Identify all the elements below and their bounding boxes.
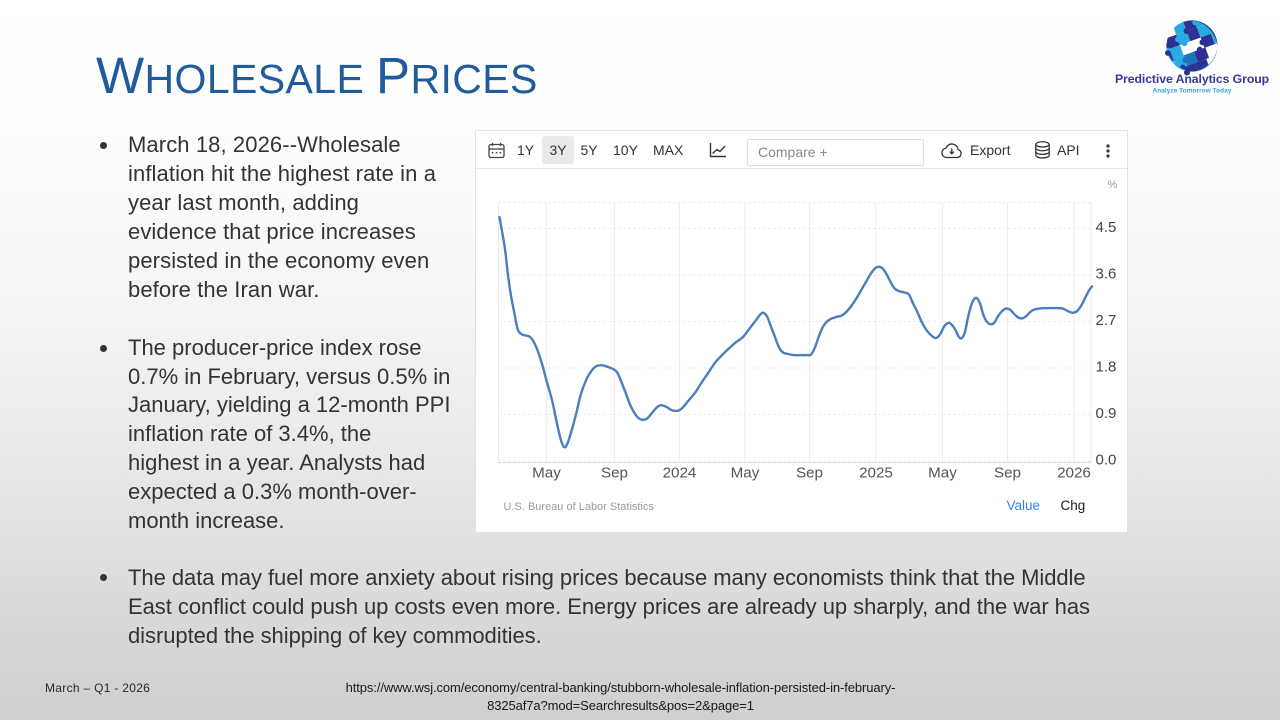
svg-text:4.5: 4.5: [1096, 219, 1117, 236]
svg-text:Predictive Analytics Group: Predictive Analytics Group: [1115, 72, 1269, 86]
svg-text:0.0: 0.0: [1096, 452, 1117, 469]
svg-text:2.7: 2.7: [1096, 312, 1117, 329]
svg-text:1.8: 1.8: [1096, 359, 1117, 376]
svg-text:Analyze Tomorrow Today: Analyze Tomorrow Today: [1152, 88, 1231, 95]
svg-text:Chg: Chg: [1061, 498, 1086, 513]
svg-text:Sep: Sep: [796, 465, 823, 482]
svg-text:0.9: 0.9: [1096, 405, 1117, 422]
svg-text:May: May: [532, 465, 561, 482]
svg-text:%: %: [1108, 179, 1118, 191]
svg-text:2025: 2025: [859, 465, 893, 482]
svg-text:May: May: [928, 465, 957, 482]
svg-text:2024: 2024: [663, 465, 697, 482]
svg-text:U.S. Bureau of Labor Statistic: U.S. Bureau of Labor Statistics: [504, 501, 655, 513]
svg-text:2026: 2026: [1057, 465, 1091, 482]
svg-text:3.6: 3.6: [1096, 266, 1117, 283]
svg-text:Value: Value: [1007, 498, 1041, 513]
svg-text:Sep: Sep: [601, 465, 628, 482]
svg-text:May: May: [731, 465, 760, 482]
svg-text:Sep: Sep: [994, 465, 1021, 482]
